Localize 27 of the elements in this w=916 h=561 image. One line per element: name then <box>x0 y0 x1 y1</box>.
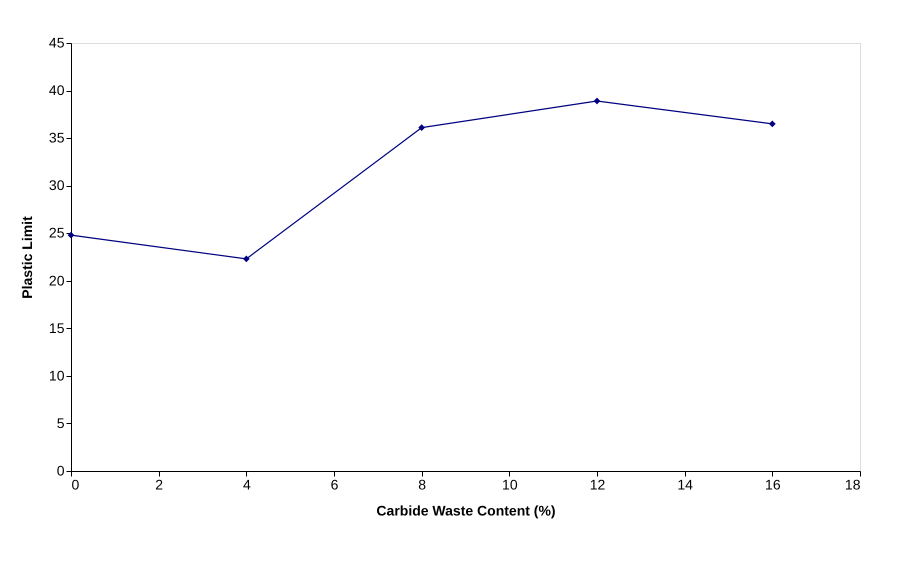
y-tick-label: 40 <box>48 82 65 98</box>
y-tick-label: 35 <box>48 130 65 146</box>
point <box>768 120 776 128</box>
point <box>594 98 600 104</box>
y-tick-label: 15 <box>48 320 65 336</box>
x-tick-label: 16 <box>765 476 781 492</box>
y-tick-label: 30 <box>48 177 65 194</box>
x-tick-label: 14 <box>677 476 694 492</box>
y-tick-label: 10 <box>48 367 65 384</box>
y-axis-title: Plastic Limit <box>18 216 35 299</box>
y-tick-label: 20 <box>48 272 65 288</box>
x-axis-title: Carbide Waste Content (%) <box>376 502 556 518</box>
x-tick-label: 18 <box>844 476 861 492</box>
point <box>242 256 250 262</box>
y-tick-label: 5 <box>56 414 65 431</box>
y-tick-label: 25 <box>48 224 65 241</box>
x-tick-label: 0 <box>72 476 80 492</box>
x-tick-label: 10 <box>502 476 518 492</box>
x-tick-label: 2 <box>155 476 164 492</box>
x-tick-label: 8 <box>418 476 426 492</box>
point <box>68 232 74 238</box>
x-tick-label: 6 <box>330 476 339 492</box>
point <box>418 124 426 132</box>
y-tick-label: 45 <box>48 34 65 50</box>
x-tick-label: 12 <box>590 476 606 492</box>
x-tick-label: 4 <box>242 476 251 492</box>
y-tick-label: 0 <box>56 462 65 478</box>
